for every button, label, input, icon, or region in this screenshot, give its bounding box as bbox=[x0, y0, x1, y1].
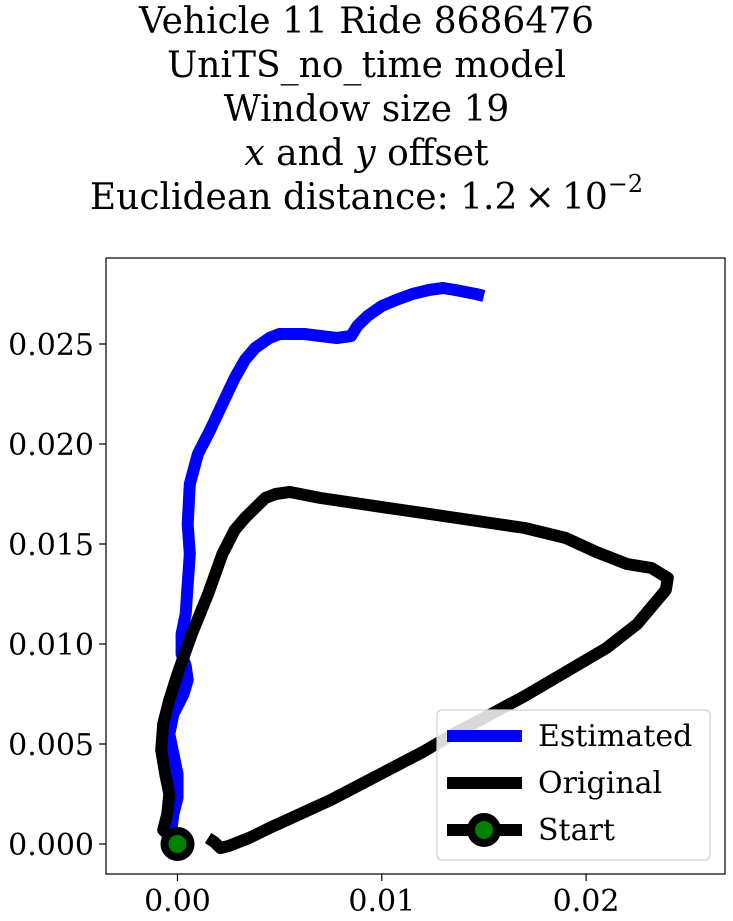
start-marker bbox=[160, 827, 195, 861]
legend-box bbox=[436, 709, 711, 861]
y-tick-label: 0.025 bbox=[8, 328, 94, 363]
title-line-5: Euclidean distance: 1.2 × 10−2 bbox=[0, 172, 733, 220]
chart-title: Vehicle 11 Ride 8686476 UniTS_no_time mo… bbox=[0, 0, 733, 220]
axis-ticks: 0.00 0.01 0.02 0.000 0.005 0.010 0.015 0.020 0.0… bbox=[8, 328, 619, 919]
title-x-symbol: x bbox=[244, 133, 265, 174]
title-line-1: Vehicle 11 Ride 8686476 bbox=[138, 1, 595, 42]
title-distance-text: Euclidean distance: 1.2 × 10 bbox=[89, 177, 608, 218]
y-tick-label: 0.010 bbox=[8, 628, 94, 663]
legend-label-estimated: Estimated bbox=[538, 719, 692, 754]
title-y-symbol: y bbox=[355, 133, 376, 174]
y-tick-label: 0.005 bbox=[8, 728, 94, 763]
x-tick-label: 0.01 bbox=[348, 884, 415, 919]
y-tick-label: 0.000 bbox=[8, 828, 94, 863]
y-tick-label: 0.020 bbox=[8, 428, 94, 463]
series-layer bbox=[155, 282, 674, 861]
x-tick-label: 0.02 bbox=[553, 884, 620, 919]
y-tick-label: 0.015 bbox=[8, 528, 94, 563]
series-line-original bbox=[155, 486, 674, 854]
x-tick-label: 0.00 bbox=[144, 884, 211, 919]
title-offset-text: offset bbox=[375, 133, 489, 174]
title-and-text: and bbox=[264, 133, 356, 174]
legend-label-original: Original bbox=[538, 766, 662, 801]
series-line-estimated bbox=[163, 282, 486, 847]
title-line-4: x and y offset bbox=[0, 132, 733, 176]
title-line-3: Window size 19 bbox=[223, 89, 510, 130]
title-line-2: UniTS_no_time model bbox=[166, 45, 567, 86]
legend-label-start: Start bbox=[538, 813, 615, 848]
legend: Estimated Original Start bbox=[436, 709, 711, 861]
plot-frame bbox=[105, 257, 726, 875]
title-distance-exponent: −2 bbox=[607, 170, 644, 198]
legend-start-marker bbox=[467, 813, 501, 847]
